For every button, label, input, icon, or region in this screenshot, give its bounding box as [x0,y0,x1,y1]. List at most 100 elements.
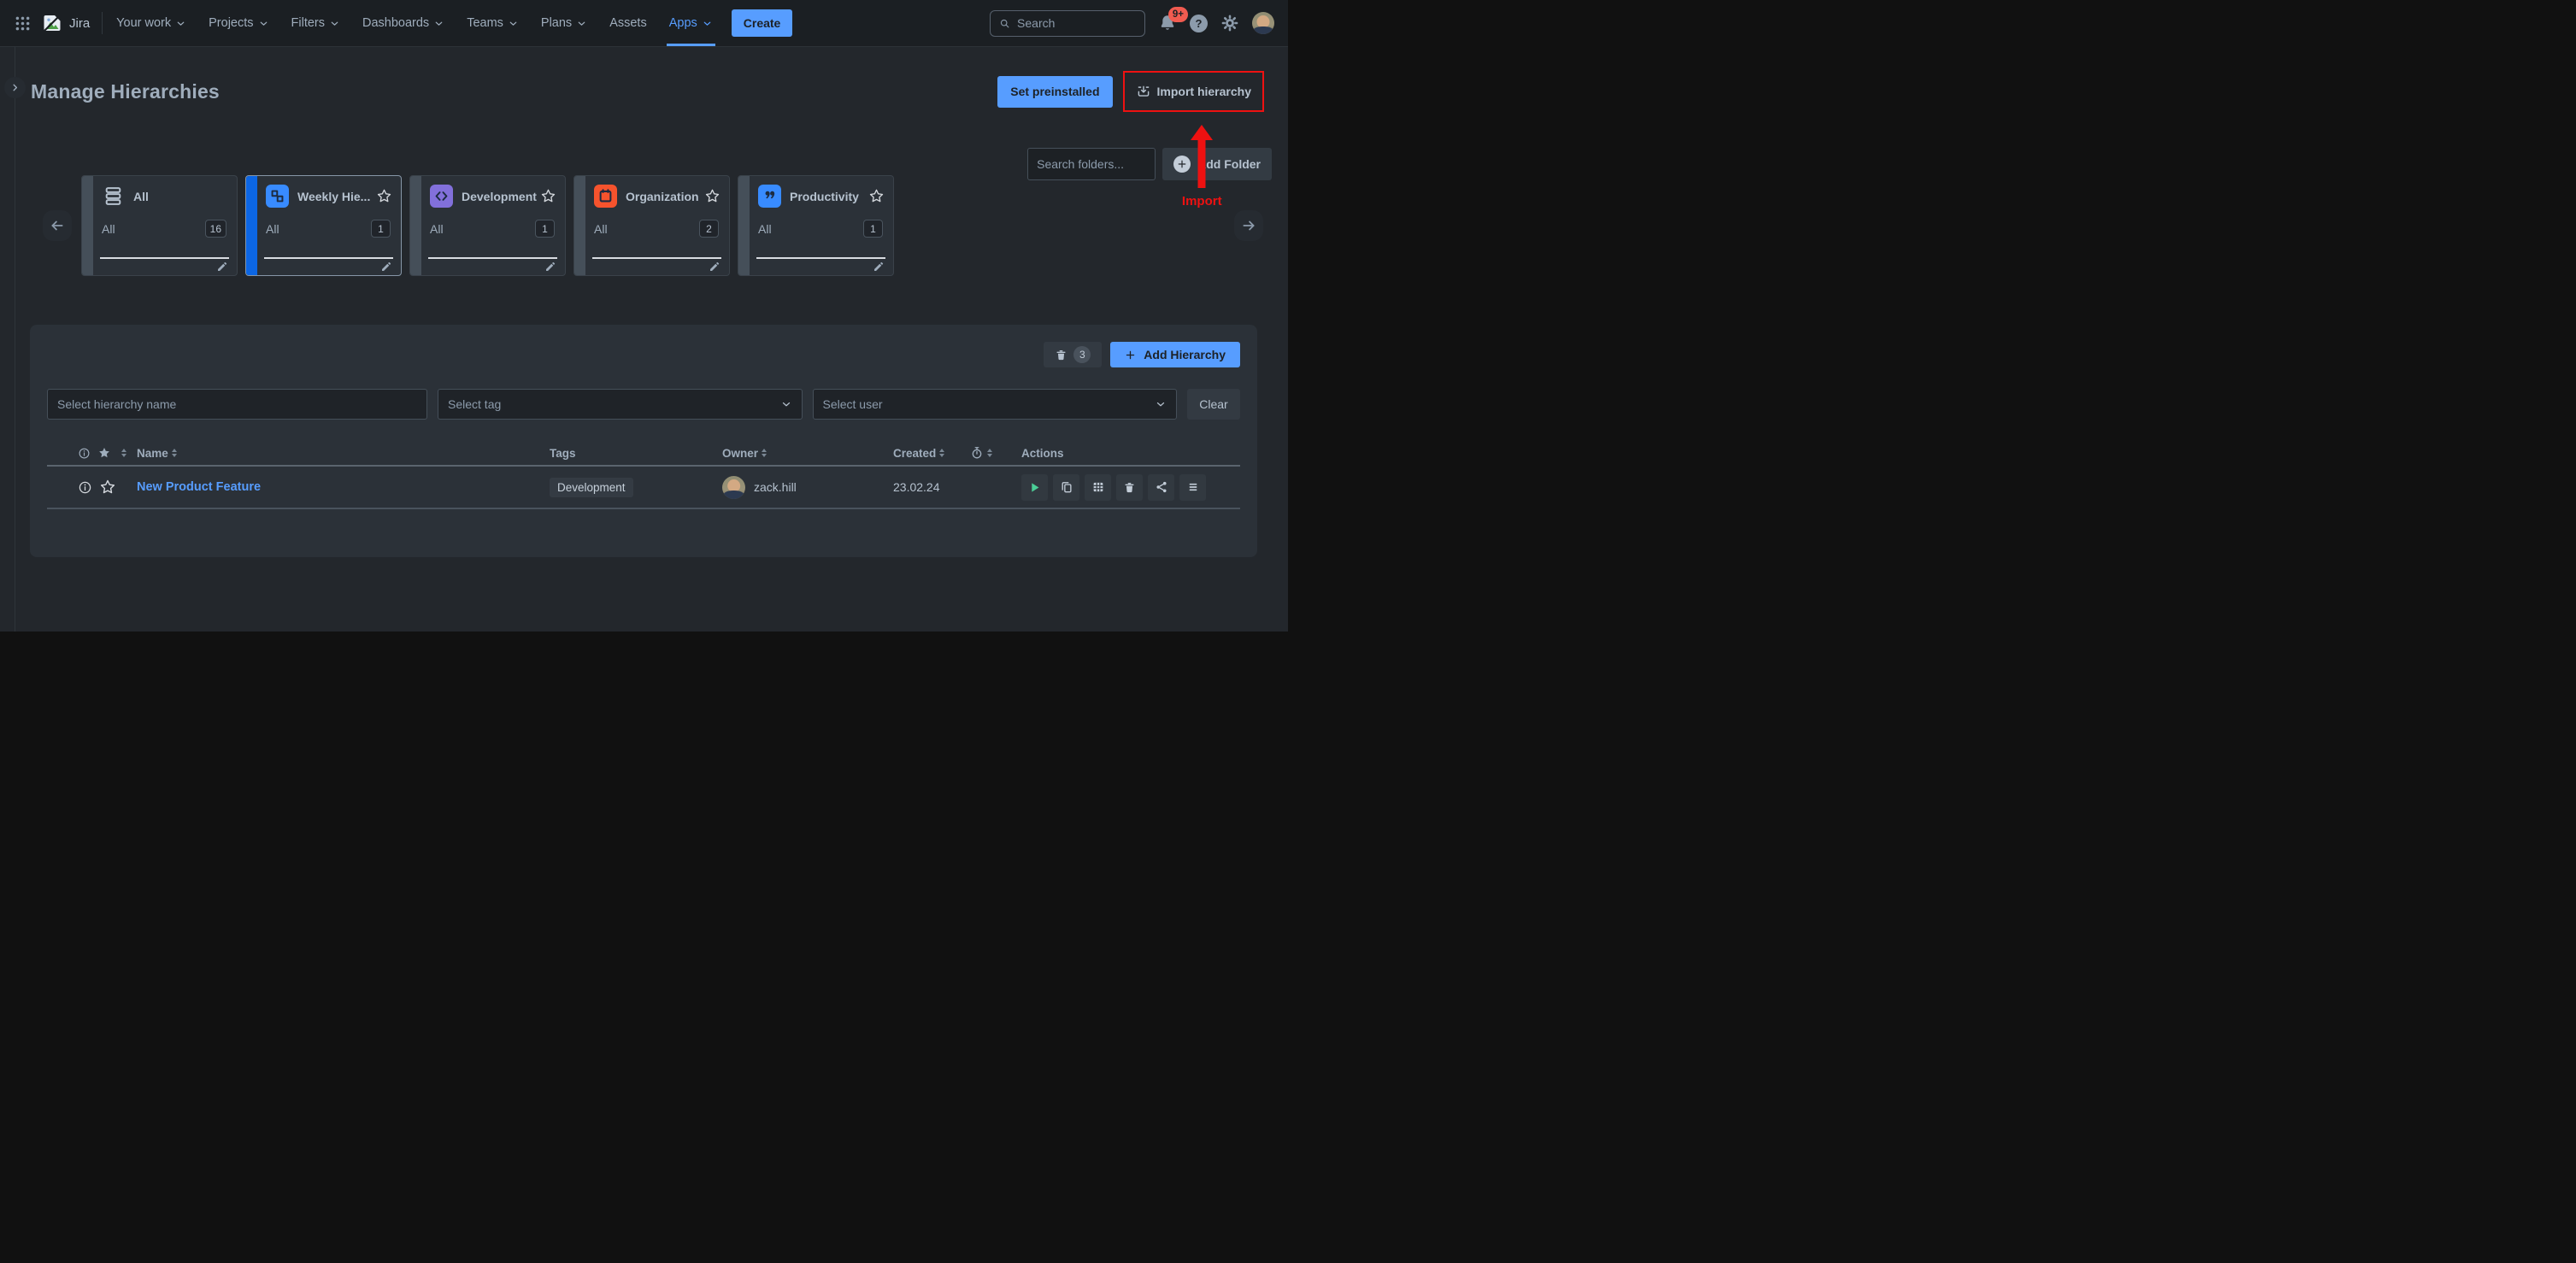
hierarchy-name-filter-input[interactable] [47,389,427,420]
nav-item-apps[interactable]: Apps [666,0,715,46]
chevron-down-icon [508,18,519,29]
trash-icon [1055,349,1067,361]
add-hierarchy-button[interactable]: Add Hierarchy [1110,342,1240,367]
page-header: Manage Hierarchies Set preinstalled Impo… [31,71,1264,209]
carousel-next-button[interactable] [1234,210,1263,241]
copy-icon [1060,480,1073,494]
star-icon[interactable] [99,479,116,496]
star-icon[interactable] [540,188,556,204]
star-icon[interactable] [704,188,720,204]
star-icon[interactable] [868,188,885,204]
edit-pencil-icon[interactable] [216,261,228,273]
clear-filters-button[interactable]: Clear [1187,389,1240,420]
app-name: Jira [69,15,91,31]
nav-item-assets[interactable]: Assets [609,0,647,46]
column-header-name[interactable]: Name [137,447,491,460]
edit-pencil-icon[interactable] [544,261,556,273]
nav-item-projects[interactable]: Projects [209,0,268,46]
play-icon [1027,480,1042,495]
table-view-button[interactable] [1085,473,1111,501]
chevron-down-icon [576,18,587,29]
main-content: Manage Hierarchies Set preinstalled Impo… [0,71,1288,557]
column-header-created[interactable]: Created [893,447,970,460]
folder-card-weekly[interactable]: Weekly Hie... All 1 [245,175,402,276]
star-icon[interactable] [376,188,392,204]
app-logo-broken-image-icon[interactable] [42,13,62,33]
import-hierarchy-button[interactable]: Import hierarchy [1132,78,1255,105]
help-icon[interactable]: ? [1190,14,1208,32]
global-search[interactable] [990,9,1145,37]
edit-pencil-icon[interactable] [873,261,885,273]
nav-right: 9+ ? [990,7,1274,37]
folder-card-development[interactable]: Development All 1 [409,175,566,276]
user-avatar[interactable] [1252,12,1274,34]
gear-icon [1220,14,1239,32]
folder-scope: All [266,221,279,236]
folder-card-productivity[interactable]: Productivity All 1 [738,175,894,276]
share-icon [1155,480,1168,494]
nav-item-teams[interactable]: Teams [467,0,519,46]
delete-count-badge: 3 [1073,346,1091,363]
tag-chip: Development [550,477,633,497]
hierarchy-panel: 3 Add Hierarchy Select tag Select user C… [30,325,1257,557]
bulk-delete-button[interactable]: 3 [1044,342,1103,367]
nav-left: Jira Your work Projects Filters Dashboar… [14,0,793,46]
set-preinstalled-button[interactable]: Set preinstalled [997,75,1113,108]
create-button[interactable]: Create [731,9,793,37]
star-sort-icon[interactable] [97,446,111,460]
delete-button[interactable] [1116,473,1143,501]
hamburger-icon [1186,480,1200,494]
carousel-prev-button[interactable] [43,210,72,241]
hierarchy-name-link[interactable]: New Product Feature [137,480,262,494]
nav-menu: Your work Projects Filters Dashboards Te… [116,0,715,46]
settings-button[interactable] [1220,14,1239,32]
folder-stripe [82,176,93,275]
column-header-tags: Tags [550,446,576,460]
notifications-button[interactable]: 9+ [1158,7,1188,32]
folder-name: Organization [626,189,699,203]
nav-item-filters[interactable]: Filters [291,0,340,46]
folder-name: All [133,189,149,203]
owner-cell: zack.hill [722,475,893,499]
search-folders-input[interactable] [1027,148,1156,180]
add-folder-button[interactable]: Add Folder [1162,148,1272,180]
folder-stripe-selected [246,176,257,275]
nav-item-plans[interactable]: Plans [541,0,587,46]
import-icon [1136,84,1151,99]
folder-card-all[interactable]: All All 16 [81,175,238,276]
folder-name: Weekly Hie... [297,189,371,203]
quote-icon [758,185,781,208]
page-title: Manage Hierarchies [31,79,220,103]
share-button[interactable] [1148,473,1174,501]
row-actions [1013,473,1240,501]
app-switcher-icon[interactable] [14,15,32,32]
global-search-input[interactable] [1017,16,1136,30]
nav-item-your-work[interactable]: Your work [116,0,186,46]
chevron-down-icon [1155,398,1167,410]
folder-count-badge: 1 [371,220,391,238]
folder-scope: All [594,221,608,236]
column-header-owner[interactable]: Owner [722,447,893,460]
folder-card-organization[interactable]: Organization All 2 [573,175,730,276]
run-button[interactable] [1021,473,1048,501]
sort-arrows[interactable] [121,449,126,457]
notifications-badge: 9+ [1167,7,1188,22]
column-header-timer[interactable] [970,446,1013,460]
timer-icon [970,446,984,460]
info-icon[interactable] [78,480,92,495]
folder-stripe [410,176,421,275]
edit-pencil-icon[interactable] [380,261,392,273]
chevron-down-icon [780,398,792,410]
nav-item-dashboards[interactable]: Dashboards [362,0,444,46]
folder-carousel: All All 16 Weekly Hie... [0,175,1288,276]
user-filter-select[interactable]: Select user [812,389,1177,420]
sidebar-expand-button[interactable] [4,77,26,98]
edit-pencil-icon[interactable] [709,261,720,273]
calendar-icon [594,185,617,208]
chevron-right-icon [9,82,21,93]
menu-button[interactable] [1179,473,1206,501]
copy-button[interactable] [1053,473,1079,501]
annotation-highlight-box: Import hierarchy Import [1122,71,1264,209]
tag-filter-select[interactable]: Select tag [438,389,803,420]
plus-icon [1125,350,1136,361]
